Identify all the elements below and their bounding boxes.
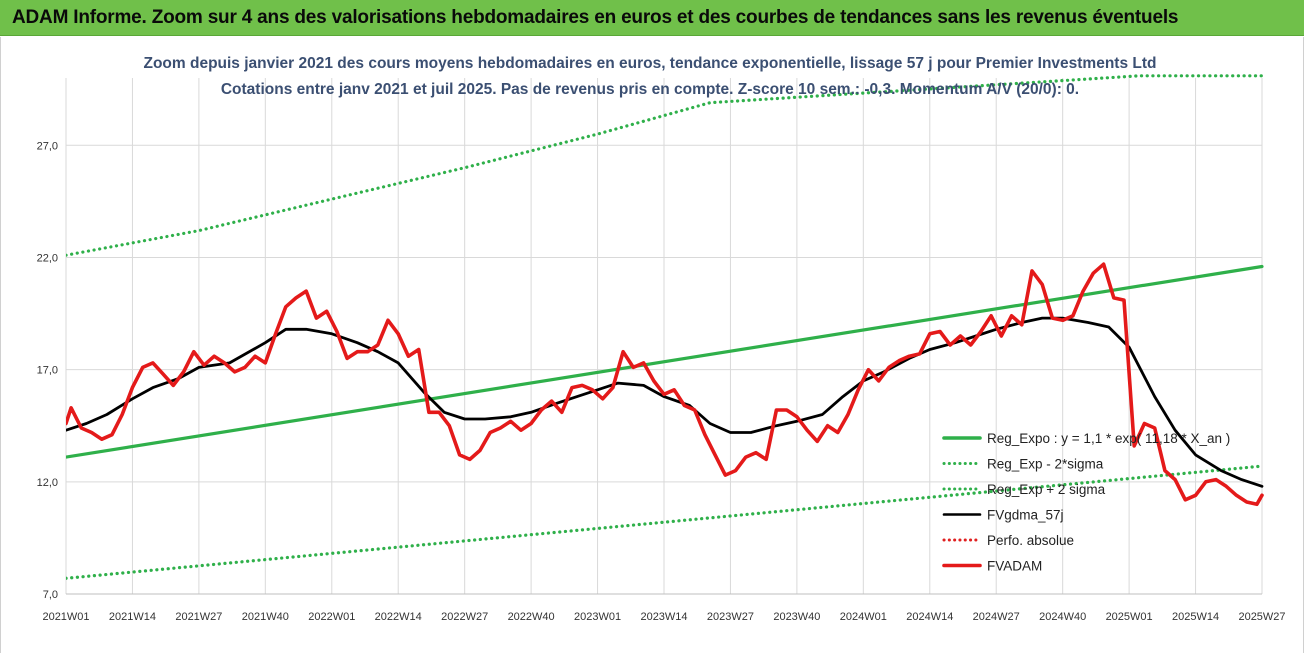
x-tick-label: 2021W40 [242,611,289,623]
x-tick-label: 2024W14 [906,611,953,623]
y-tick-label: 7,0 [43,589,58,601]
chart-title-line2: Cotations entre janv 2021 et juil 2025. … [221,81,1079,98]
grid [65,78,1263,595]
legend-label-0: Reg_Expo : y = 1,1 * exp( 11,18 * X_an ) [987,431,1230,446]
series-line-2 [66,74,1264,257]
legend-label-2: Reg_Exp + 2 sigma [987,482,1106,497]
header-banner: ADAM Informe. Zoom sur 4 ans des valoris… [0,0,1304,36]
x-tick-label: 2023W27 [707,611,754,623]
y-axis-ticks: 7,0 12,0 17,0 22,0 27,0 [37,140,58,601]
x-axis-ticks: 2021W01 2021W14 2021W27 2021W40 2022W01 2022W… [42,611,1285,623]
x-tick-label: 2022W40 [508,611,555,623]
legend: Reg_Expo : y = 1,1 * exp( 11,18 * X_an )… [942,431,1230,574]
x-tick-label: 2025W14 [1172,611,1219,623]
x-tick-label: 2022W01 [308,611,355,623]
y-tick-label: 22,0 [37,252,58,264]
series-line-1 [66,464,1264,580]
x-tick-label: 2021W14 [109,611,156,623]
x-tick-label: 2024W27 [973,611,1020,623]
x-tick-label: 2022W14 [375,611,422,623]
x-tick-label: 2023W40 [773,611,820,623]
banner-title: ADAM Informe. Zoom sur 4 ans des valoris… [12,7,1179,28]
legend-label-5: FVADAM [987,559,1042,574]
chart-title-line1: Zoom depuis janvier 2021 des cours moyen… [143,55,1156,72]
x-tick-label: 2021W27 [175,611,222,623]
x-tick-label: 2021W01 [42,611,89,623]
x-tick-label: 2024W40 [1039,611,1086,623]
y-tick-label: 12,0 [37,477,58,489]
x-tick-label: 2022W27 [441,611,488,623]
x-tick-label: 2025W01 [1106,611,1153,623]
x-tick-label: 2024W01 [840,611,887,623]
legend-label-3: FVgdma_57j [987,508,1064,523]
series-line-0 [66,264,1264,459]
y-tick-label: 27,0 [37,140,58,152]
x-tick-label: 2023W01 [574,611,621,623]
legend-label-4: Perfo. absolue [987,533,1074,548]
x-tick-label: 2025W27 [1238,611,1285,623]
x-tick-label: 2023W14 [640,611,687,623]
series-line-5 [66,262,1264,507]
legend-label-1: Reg_Exp - 2*sigma [987,457,1104,472]
series-group [66,74,1264,580]
y-tick-label: 17,0 [37,365,58,377]
